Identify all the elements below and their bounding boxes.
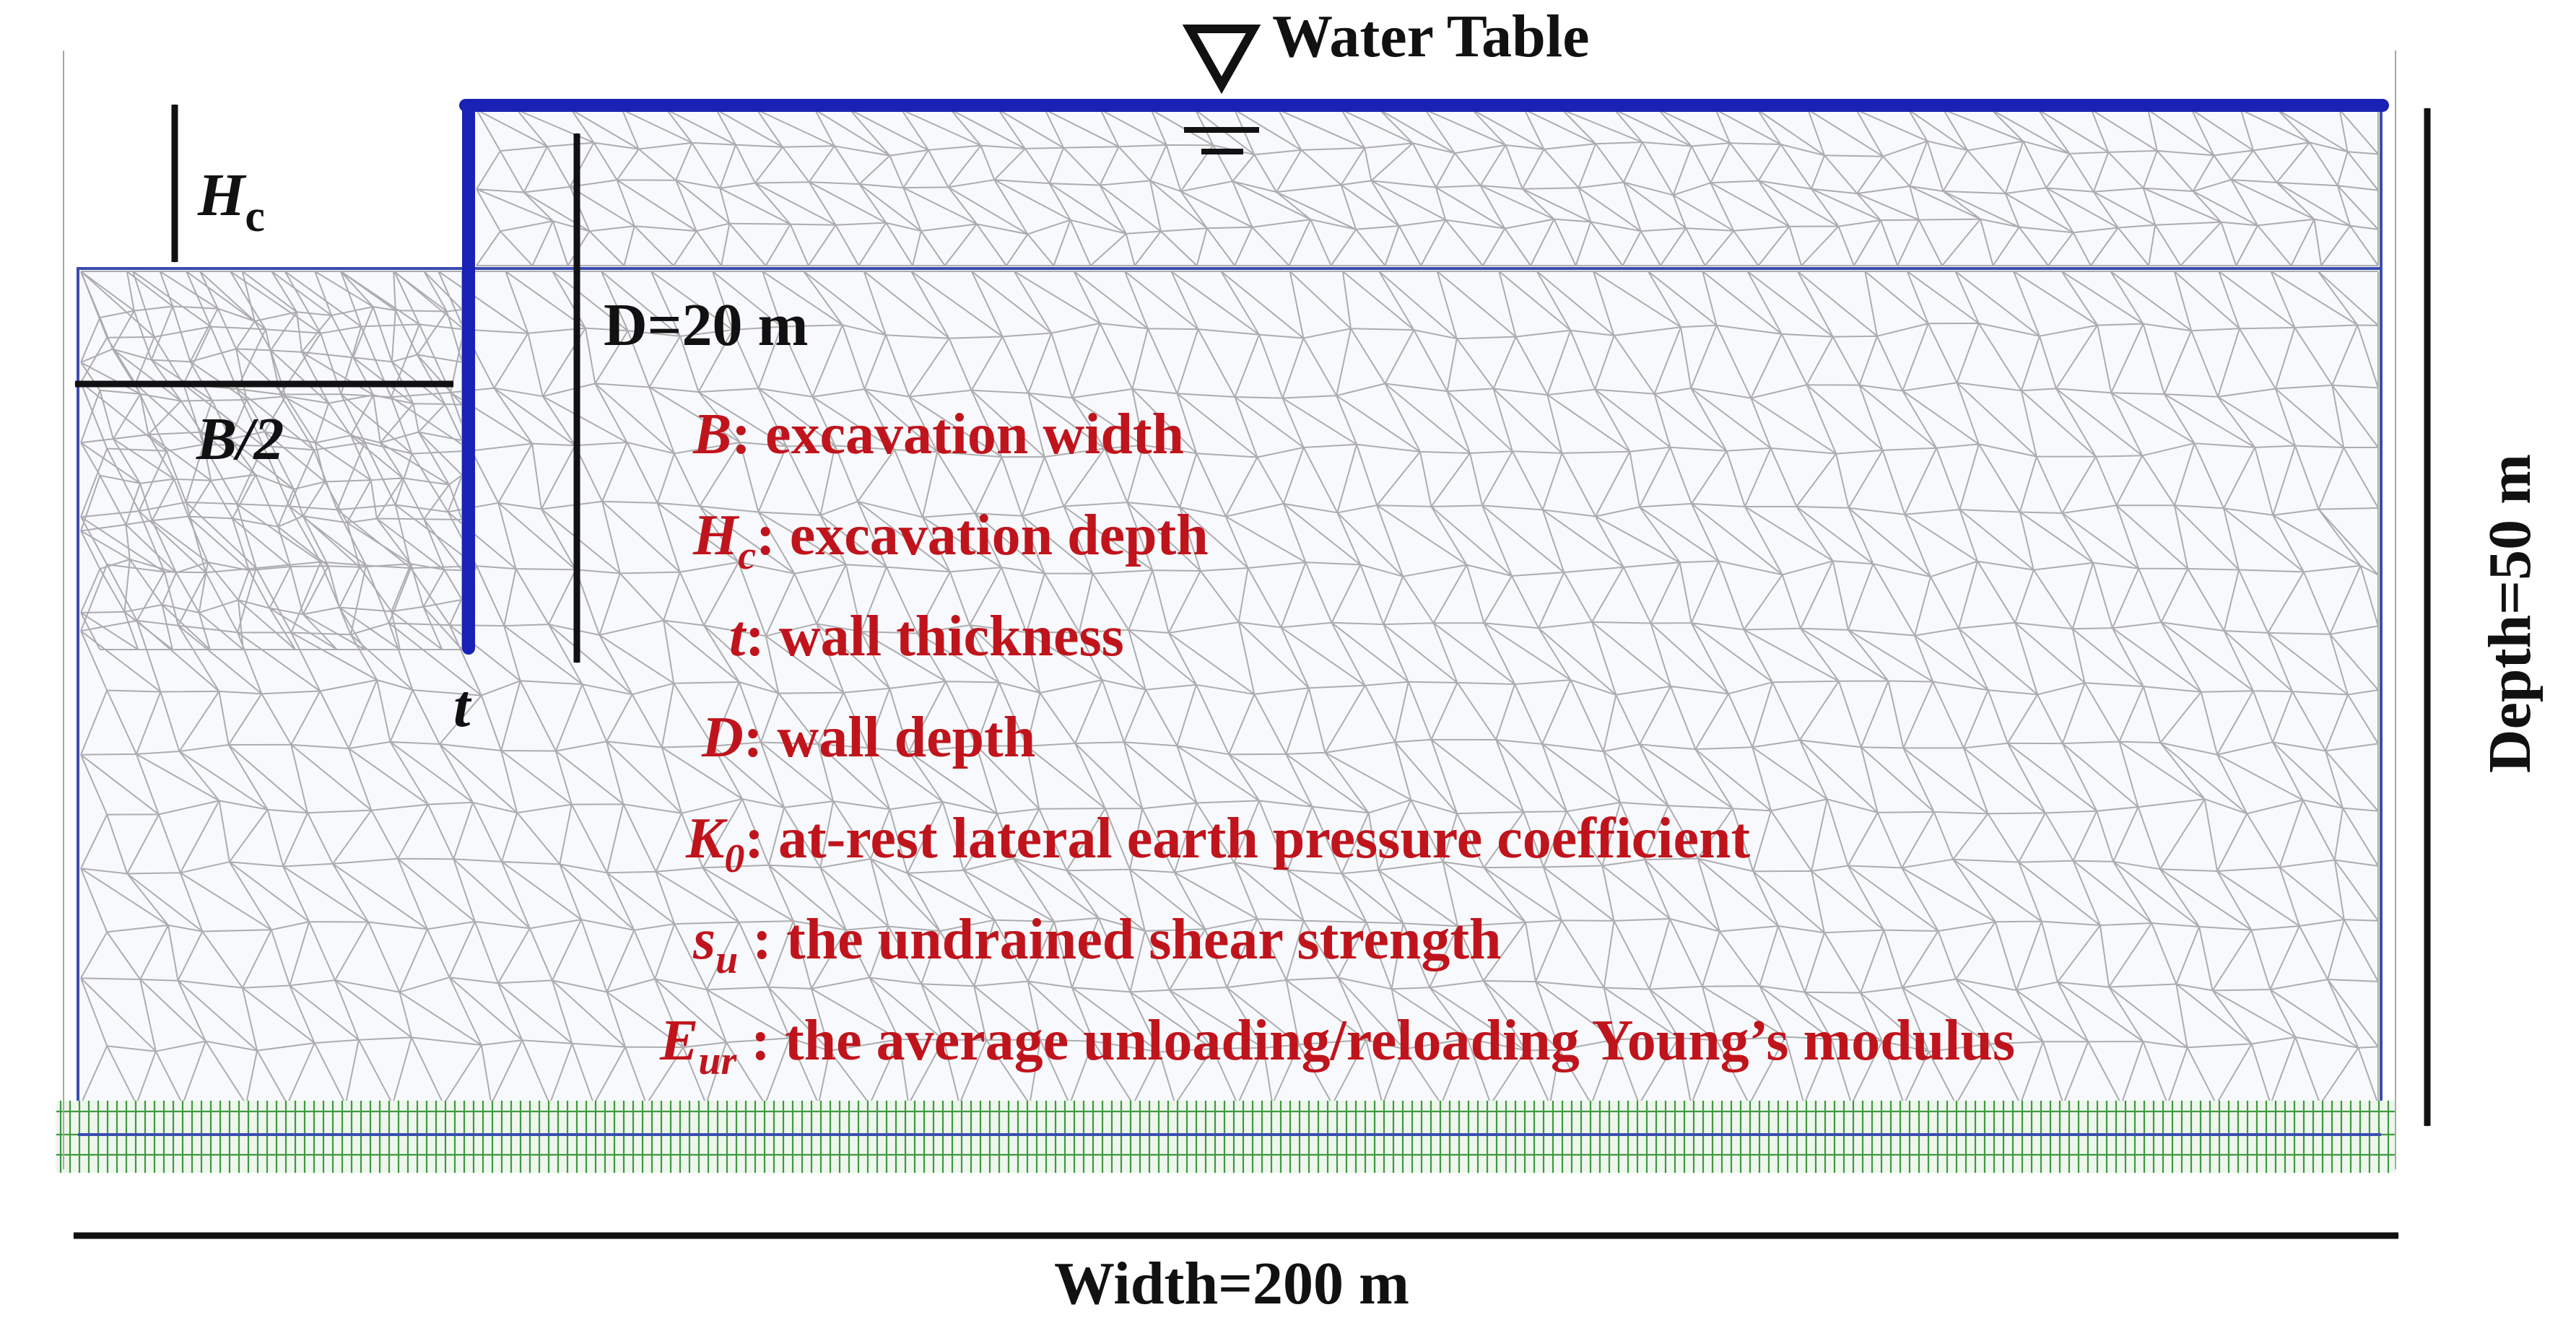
legend-description: : excavation width [731, 403, 1184, 466]
bottom-fixity-band [56, 1101, 2396, 1173]
legend-subscript: 0 [724, 836, 744, 881]
water-table-icon [1182, 25, 1261, 95]
legend-item: Hc: excavation depth [692, 504, 1209, 578]
dimension-arrows [72, 103, 2431, 1239]
legend-item: B: excavation width [692, 403, 1184, 466]
legend-symbol: E [659, 1009, 698, 1073]
legend-item: su : the undrained shear strength [692, 908, 1501, 982]
half-width-label: B/2 [196, 406, 284, 473]
model-depth-label: Depth=50 m [2476, 454, 2544, 773]
legend-item: K0: at-rest lateral earth pressure coeff… [685, 807, 1751, 881]
legend-symbol: t [729, 605, 747, 668]
legend-description: : wall thickness [745, 605, 1124, 668]
legend-symbol: H [692, 504, 740, 567]
legend-item: D: wall depth [701, 706, 1035, 769]
legend-description: : the average unloading/reloading Young’… [736, 1009, 2015, 1073]
legend-symbol: s [692, 908, 715, 971]
legend-symbol: K [685, 807, 728, 870]
legend-subscript: ur [698, 1039, 737, 1083]
legend-description: : at-rest lateral earth pressure coeffic… [744, 807, 1750, 870]
legend-subscript: u [715, 938, 738, 982]
legend-description: : wall depth [744, 706, 1036, 769]
wall-depth-label: D=20 m [604, 292, 809, 359]
legend-symbol: D [701, 706, 744, 769]
water-table-label: Water Table [1272, 3, 1590, 70]
mesh-block [80, 271, 463, 650]
model-width-label: Width=200 m [1054, 1250, 1409, 1317]
legend-description: : excavation depth [756, 504, 1209, 567]
retaining-wall-structure [459, 99, 2389, 655]
hc-subscript: c [245, 192, 265, 241]
hc-symbol: H [197, 162, 247, 229]
legend-subscript: c [738, 533, 756, 578]
hc-label: Hc [197, 162, 265, 241]
soil-model [56, 51, 2396, 1173]
water-table-symbol [1182, 25, 1261, 154]
fixity-hatching [56, 1101, 2396, 1173]
legend-description: : the undrained shear strength [738, 908, 1501, 971]
legend-symbol: B [692, 403, 731, 466]
wall-thickness-label: t [453, 673, 472, 740]
legend-item: t: wall thickness [729, 605, 1124, 668]
legend-item: Eur : the average unloading/reloading Yo… [659, 1009, 2015, 1083]
